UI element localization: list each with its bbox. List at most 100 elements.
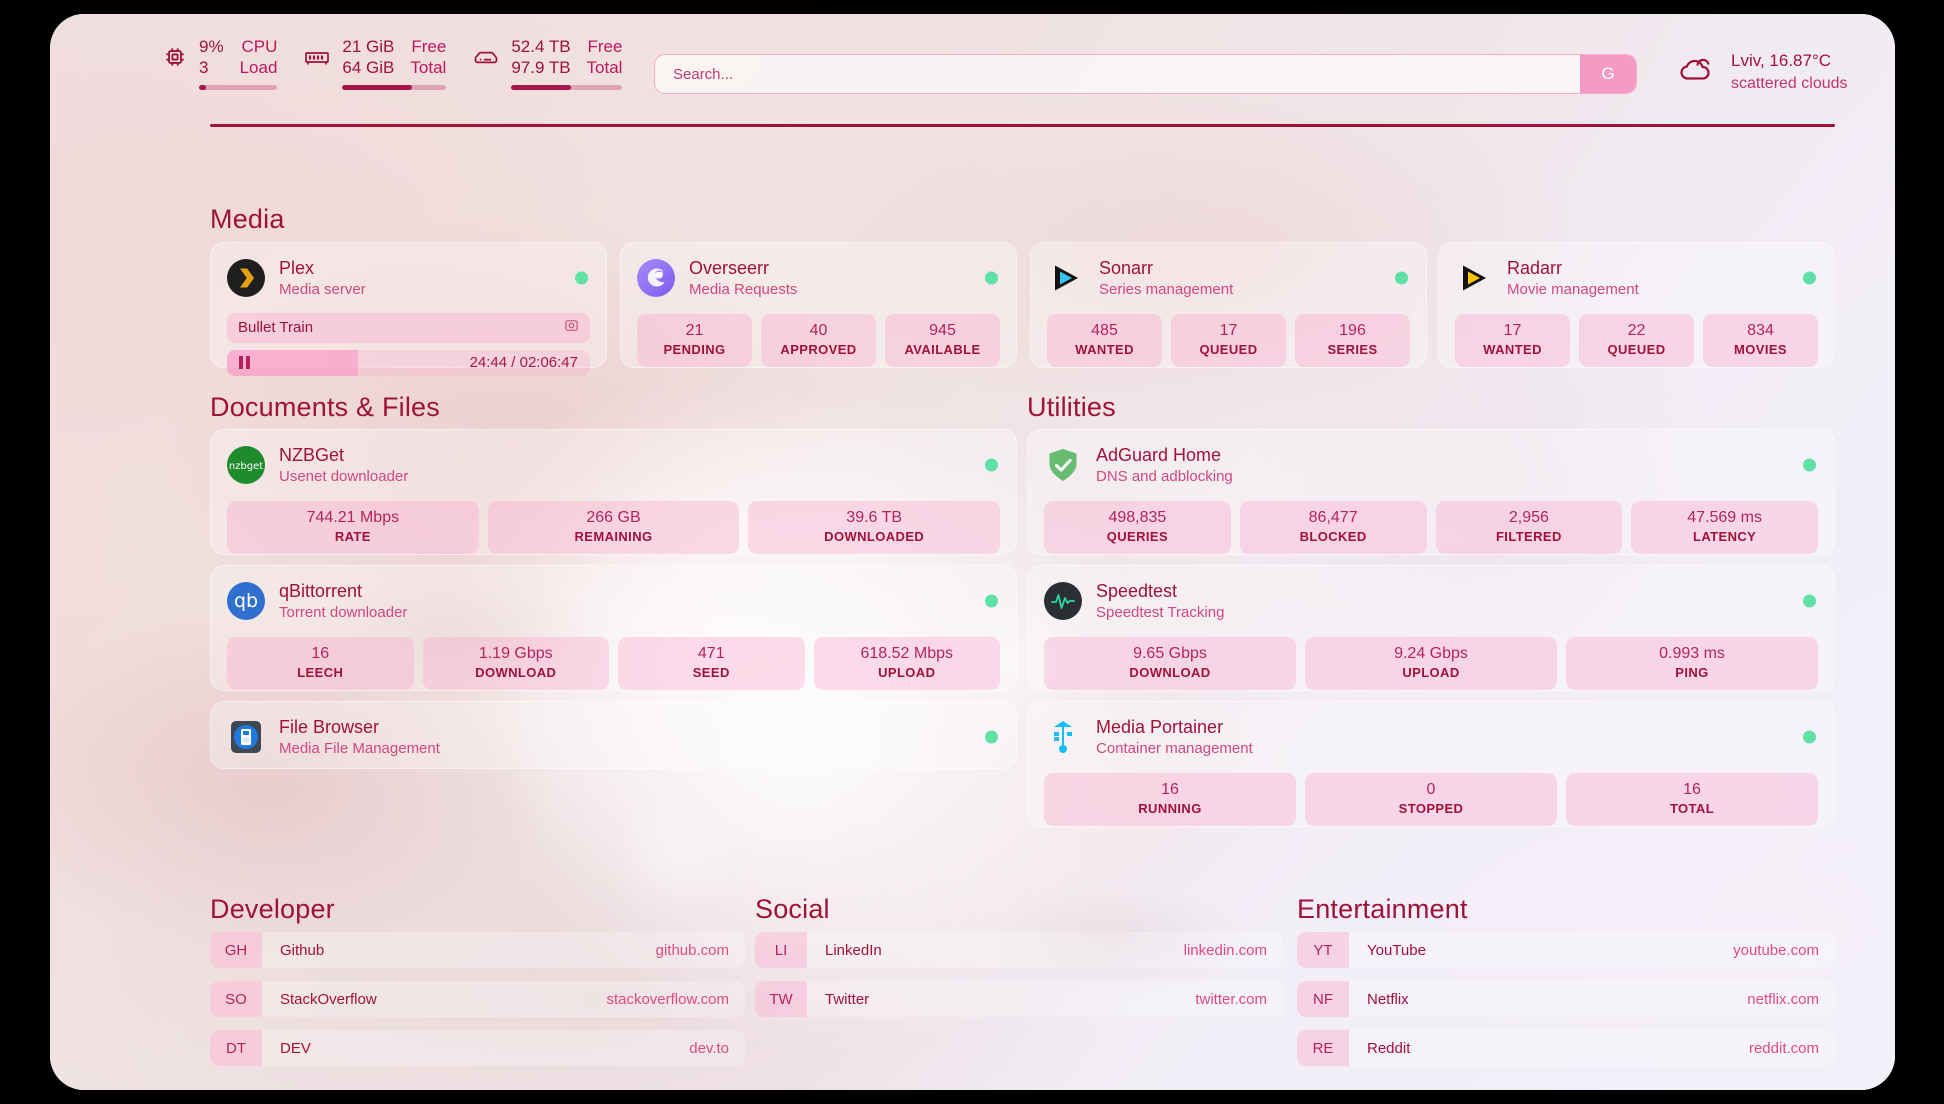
tile-value: 744.21 Mbps bbox=[306, 508, 400, 526]
service-card-radarr[interactable]: Radarr Movie management 17 WANTED 22 QUE… bbox=[1438, 242, 1835, 368]
nzbget-icon: nzbget bbox=[227, 446, 265, 485]
tile-label: QUEUED bbox=[1607, 341, 1666, 357]
stat-cpu: 9% CPU 3 Load bbox=[162, 36, 278, 101]
section-title-social: Social bbox=[755, 894, 830, 924]
stat-tiles: 9.65 Gbps DOWNLOAD 9.24 Gbps UPLOAD 0.99… bbox=[1044, 636, 1818, 690]
section-title-entertainment: Entertainment bbox=[1297, 894, 1468, 924]
cpu-label-top: CPU bbox=[241, 36, 278, 56]
speedtest-icon bbox=[1044, 582, 1082, 621]
service-name: Radarr bbox=[1507, 258, 1563, 278]
service-card-adguard-home[interactable]: AdGuard Home DNS and adblocking 498,835 … bbox=[1027, 429, 1835, 555]
stat-tiles: 21 PENDING 40 APPROVED 945 AVAILABLE bbox=[637, 313, 1000, 367]
stat-tile: 2,956 FILTERED bbox=[1435, 500, 1623, 554]
stat-tiles: 17 WANTED 22 QUEUED 834 MOVIES bbox=[1455, 313, 1818, 367]
tile-value: 16 bbox=[1683, 780, 1701, 798]
plex-icon bbox=[227, 259, 265, 298]
tile-value: 2,956 bbox=[1508, 508, 1549, 526]
disk-free-value: 52.4 TB bbox=[511, 36, 571, 56]
bookmark-item-youtube[interactable]: YT YouTube youtube.com bbox=[1297, 932, 1835, 968]
tile-label: DOWNLOAD bbox=[1129, 664, 1211, 680]
cloud-icon bbox=[1675, 54, 1715, 91]
service-name: Overseerr bbox=[689, 258, 770, 278]
status-indicator-online bbox=[1803, 730, 1816, 744]
weather-widget: Lviv, 16.87°C scattered clouds bbox=[1675, 50, 1848, 95]
card-header: File Browser Media File Management bbox=[227, 716, 1000, 759]
tile-value: 945 bbox=[929, 321, 956, 339]
service-name: Plex bbox=[279, 258, 315, 278]
service-card-file-browser[interactable]: File Browser Media File Management bbox=[210, 701, 1017, 769]
status-indicator-online bbox=[1803, 271, 1816, 285]
tile-label: BLOCKED bbox=[1299, 528, 1367, 544]
stat-tile: 0.993 ms PING bbox=[1566, 636, 1818, 690]
search-bar[interactable]: G bbox=[654, 54, 1637, 94]
memory-label-top: Free bbox=[411, 36, 447, 56]
tile-label: LEECH bbox=[297, 664, 344, 680]
service-description: Speedtest Tracking bbox=[1096, 604, 1225, 622]
tile-value: 39.6 TB bbox=[846, 508, 903, 526]
tile-value: 834 bbox=[1747, 321, 1774, 339]
tile-value: 86,477 bbox=[1308, 508, 1358, 526]
pause-icon[interactable] bbox=[239, 356, 250, 370]
cast-icon[interactable] bbox=[564, 318, 579, 337]
stat-tile: 498,835 QUERIES bbox=[1044, 500, 1231, 554]
tile-value: 485 bbox=[1091, 321, 1118, 339]
service-card-overseerr[interactable]: Overseerr Media Requests 21 PENDING 40 A… bbox=[620, 242, 1017, 368]
bookmark-name: DEV bbox=[280, 1039, 311, 1057]
bookmark-item-dev[interactable]: DT DEV dev.to bbox=[210, 1030, 745, 1066]
tile-value: 22 bbox=[1627, 321, 1646, 339]
status-indicator-online bbox=[985, 271, 998, 285]
tile-label: QUEUED bbox=[1199, 341, 1258, 357]
bookmark-tag: LI bbox=[755, 932, 807, 968]
search-input[interactable] bbox=[655, 55, 1580, 93]
portainer-icon bbox=[1044, 718, 1082, 756]
tile-value: 266 GB bbox=[586, 508, 641, 526]
service-name: qBittorrent bbox=[279, 581, 363, 601]
cpu-icon bbox=[162, 44, 188, 75]
stat-tiles: 16 RUNNING 0 STOPPED 16 TOTAL bbox=[1044, 772, 1818, 826]
bookmark-item-stackoverflow[interactable]: SO StackOverflow stackoverflow.com bbox=[210, 981, 745, 1017]
tile-label: PING bbox=[1675, 664, 1709, 680]
service-card-qbittorrent[interactable]: qb qBittorrent Torrent downloader 16 LEE… bbox=[210, 565, 1017, 691]
stat-tile: 17 WANTED bbox=[1455, 313, 1570, 367]
bookmark-url: stackoverflow.com bbox=[606, 990, 729, 1008]
service-description: Container management bbox=[1096, 740, 1253, 758]
memory-icon bbox=[303, 44, 331, 75]
stat-tile: 0 STOPPED bbox=[1305, 772, 1557, 826]
card-header: Radarr Movie management bbox=[1455, 257, 1818, 300]
now-playing-title-row: Bullet Train bbox=[227, 312, 590, 343]
bookmark-item-netflix[interactable]: NF Netflix netflix.com bbox=[1297, 981, 1835, 1017]
tile-value: 9.65 Gbps bbox=[1133, 644, 1207, 662]
tile-label: FILTERED bbox=[1495, 528, 1562, 544]
bookmark-tag: TW bbox=[755, 981, 807, 1017]
tile-value: 40 bbox=[809, 321, 828, 339]
search-submit-button[interactable]: G bbox=[1580, 55, 1636, 93]
memory-label-bottom: Total bbox=[410, 57, 447, 77]
tile-label: QUERIES bbox=[1106, 528, 1169, 544]
status-indicator-online bbox=[985, 458, 998, 472]
bookmark-tag: SO bbox=[210, 981, 262, 1017]
now-playing-progress[interactable]: 24:44 / 02:06:47 bbox=[227, 349, 590, 376]
memory-usage-bar bbox=[342, 84, 447, 90]
service-card-media-portainer[interactable]: Media Portainer Container management 16 … bbox=[1027, 701, 1835, 827]
tile-label: WANTED bbox=[1483, 341, 1542, 357]
bookmark-item-reddit[interactable]: RE Reddit reddit.com bbox=[1297, 1030, 1835, 1066]
tile-label: REMAINING bbox=[574, 528, 653, 544]
service-card-speedtest[interactable]: Speedtest Speedtest Tracking 9.65 Gbps D… bbox=[1027, 565, 1835, 691]
card-header: nzbget NZBGet Usenet downloader bbox=[227, 444, 1000, 487]
section-title-developer: Developer bbox=[210, 894, 335, 924]
bookmark-item-github[interactable]: GH Github github.com bbox=[210, 932, 745, 968]
stat-memory: 21 GiB Free 64 GiB Total bbox=[303, 36, 447, 101]
stat-tile: 485 WANTED bbox=[1047, 313, 1162, 367]
section-title-documents: Documents & Files bbox=[210, 392, 440, 422]
cpu-cores-value: 3 bbox=[199, 57, 209, 77]
tile-label: UPLOAD bbox=[878, 664, 936, 680]
service-card-nzbget[interactable]: nzbget NZBGet Usenet downloader 744.21 M… bbox=[210, 429, 1017, 555]
tile-value: 1.19 Gbps bbox=[478, 644, 553, 662]
service-card-sonarr[interactable]: Sonarr Series management 485 WANTED 17 Q… bbox=[1030, 242, 1427, 368]
tile-value: 0 bbox=[1426, 780, 1436, 798]
bookmark-name: Netflix bbox=[1367, 990, 1409, 1008]
qbittorrent-icon: qb bbox=[227, 582, 265, 621]
service-card-plex[interactable]: Plex Media server Bullet Train 24:44 / 0… bbox=[210, 242, 607, 376]
bookmark-item-twitter[interactable]: TW Twitter twitter.com bbox=[755, 981, 1283, 1017]
bookmark-item-linkedin[interactable]: LI LinkedIn linkedin.com bbox=[755, 932, 1283, 968]
